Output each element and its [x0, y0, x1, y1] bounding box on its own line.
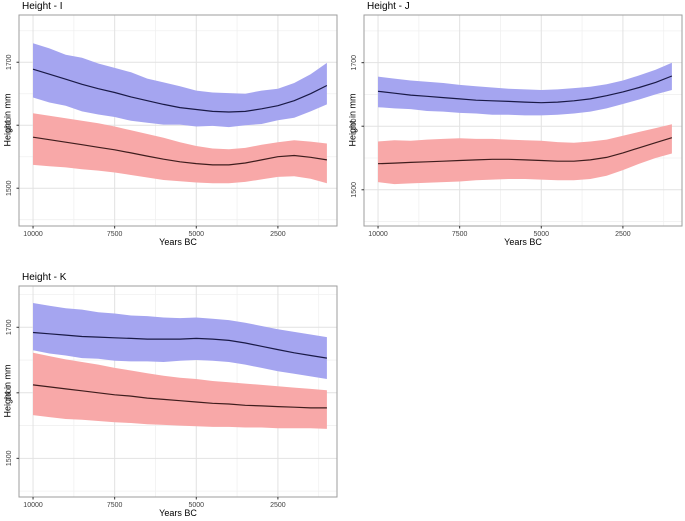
- svg-text:1600: 1600: [351, 118, 358, 134]
- svg-text:1600: 1600: [6, 117, 13, 133]
- chart-height-i: 10000 7500 5000 2500 1500 1600 1700 Height - I…: [0, 0, 342, 260]
- svg-text:7500: 7500: [107, 502, 123, 509]
- chart-title-i: Height - I: [22, 1, 63, 12]
- svg-text:5000: 5000: [188, 502, 204, 509]
- svg-text:1700: 1700: [6, 319, 13, 335]
- chart-canvas-k: 10000 7500 5000 2500 1500 1600 1700: [6, 285, 338, 509]
- x-axis-title-i: Years BC: [159, 237, 197, 247]
- svg-text:7500: 7500: [107, 231, 123, 238]
- svg-text:1700: 1700: [351, 55, 358, 71]
- svg-text:10000: 10000: [368, 231, 388, 238]
- x-axis-title-j: Years BC: [504, 237, 542, 247]
- svg-text:10000: 10000: [23, 231, 43, 238]
- svg-text:1600: 1600: [6, 385, 13, 401]
- chart-canvas-j: 10000 7500 5000 2500 1500 1600 1700: [351, 14, 683, 238]
- svg-text:1500: 1500: [6, 450, 13, 466]
- chart-title-j: Height - J: [367, 1, 410, 12]
- chart-canvas-i: 10000 7500 5000 2500 1500 1600 1700: [6, 14, 338, 238]
- y-axis-title-j: Height in mm: [347, 93, 358, 147]
- svg-text:2500: 2500: [615, 231, 631, 238]
- svg-text:2500: 2500: [270, 502, 286, 509]
- svg-text:1500: 1500: [351, 182, 358, 198]
- x-axis-title-k: Years BC: [159, 508, 197, 518]
- y-axis-title-i: Height in mm: [2, 93, 13, 147]
- svg-text:10000: 10000: [23, 502, 43, 509]
- svg-text:5000: 5000: [533, 231, 549, 238]
- svg-text:1500: 1500: [6, 180, 13, 196]
- chart-height-k: 10000 7500 5000 2500 1500 1600 1700 Height - K…: [0, 271, 342, 521]
- svg-text:1700: 1700: [6, 54, 13, 70]
- svg-text:7500: 7500: [452, 231, 468, 238]
- chart-height-j: 10000 7500 5000 2500 1500 1600 1700 Height - J…: [345, 0, 685, 260]
- y-axis-title-k: Height in mm: [2, 364, 13, 418]
- svg-text:2500: 2500: [270, 231, 286, 238]
- svg-text:5000: 5000: [188, 231, 204, 238]
- chart-title-k: Height - K: [22, 272, 67, 283]
